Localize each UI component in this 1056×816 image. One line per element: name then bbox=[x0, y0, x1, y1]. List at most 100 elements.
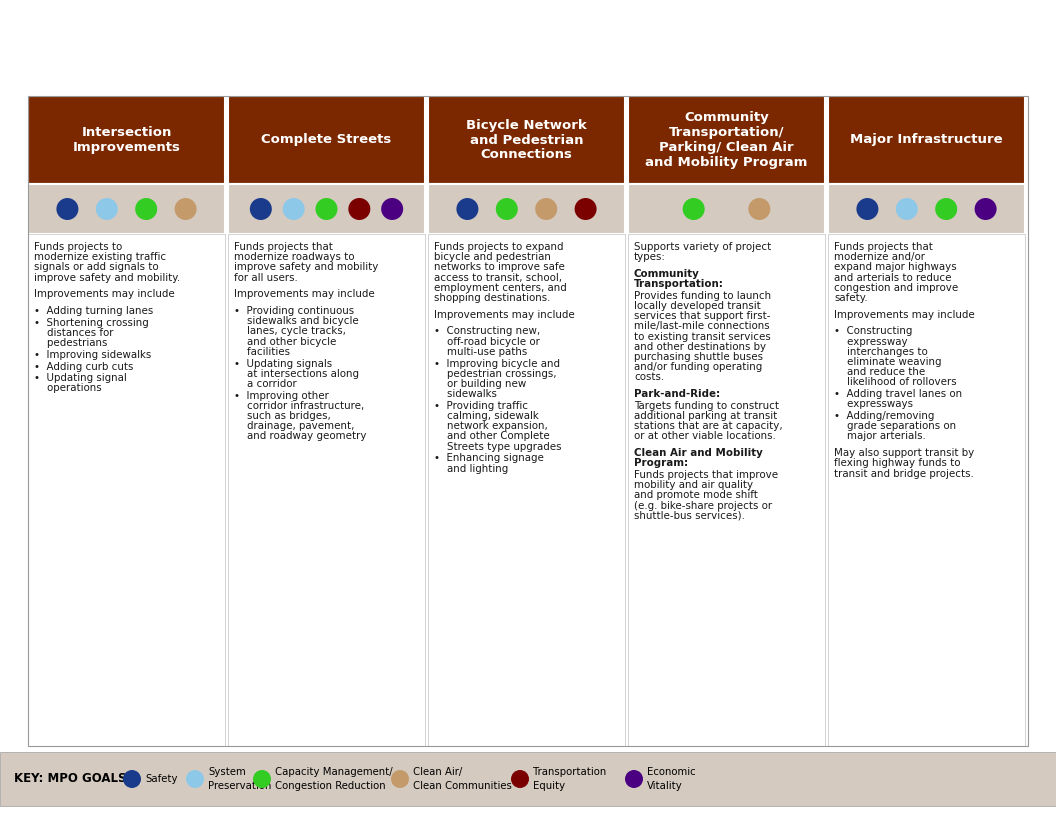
Text: expressways: expressways bbox=[834, 399, 913, 410]
Text: Intersection
Improvements: Intersection Improvements bbox=[73, 126, 181, 154]
Text: off-road bicycle or: off-road bicycle or bbox=[434, 337, 540, 347]
Text: distances for: distances for bbox=[34, 328, 113, 338]
Text: •  Updating signal: • Updating signal bbox=[34, 373, 127, 384]
Bar bbox=[29, 96, 1027, 746]
Text: sidewalks: sidewalks bbox=[434, 389, 497, 399]
Text: costs.: costs. bbox=[634, 372, 664, 383]
Text: mobility and air quality: mobility and air quality bbox=[634, 480, 753, 490]
Circle shape bbox=[250, 198, 271, 220]
Text: Funds projects that improve: Funds projects that improve bbox=[634, 470, 778, 480]
Circle shape bbox=[895, 198, 918, 220]
Text: Major Infrastructure: Major Infrastructure bbox=[850, 134, 1003, 147]
Bar bbox=[828, 184, 1025, 234]
Text: and reduce the: and reduce the bbox=[834, 367, 925, 377]
Circle shape bbox=[283, 198, 305, 220]
Text: facilities: facilities bbox=[234, 347, 290, 357]
Text: signals or add signals to: signals or add signals to bbox=[34, 263, 158, 273]
Text: and lighting: and lighting bbox=[434, 463, 508, 473]
Text: to existing transit services: to existing transit services bbox=[634, 331, 771, 342]
Circle shape bbox=[749, 198, 770, 220]
Text: •  Adding curb cuts: • Adding curb cuts bbox=[34, 361, 133, 371]
Text: major arterials.: major arterials. bbox=[834, 432, 926, 441]
Text: System: System bbox=[208, 767, 246, 777]
Text: Funds projects to: Funds projects to bbox=[34, 242, 122, 252]
Text: expand major highways: expand major highways bbox=[834, 263, 957, 273]
Circle shape bbox=[135, 198, 157, 220]
Bar bbox=[228, 184, 425, 234]
Text: Funds projects that: Funds projects that bbox=[834, 242, 932, 252]
Text: Improvements may include: Improvements may include bbox=[434, 310, 574, 320]
Text: Equity: Equity bbox=[533, 781, 565, 791]
Bar bbox=[428, 184, 625, 234]
Text: Congestion Reduction: Congestion Reduction bbox=[275, 781, 385, 791]
Text: Improvements may include: Improvements may include bbox=[234, 290, 375, 299]
Text: types:: types: bbox=[634, 252, 666, 262]
Text: locally developed transit: locally developed transit bbox=[634, 301, 760, 311]
Bar bbox=[628, 184, 825, 234]
Text: Clean Air and Mobility: Clean Air and Mobility bbox=[634, 448, 762, 458]
Bar bbox=[428, 96, 625, 184]
Text: Improvements may include: Improvements may include bbox=[834, 310, 975, 320]
Text: multi-use paths: multi-use paths bbox=[434, 347, 527, 357]
Text: networks to improve safe: networks to improve safe bbox=[434, 263, 565, 273]
Text: Clean Communities: Clean Communities bbox=[413, 781, 512, 791]
Text: lanes, cycle tracks,: lanes, cycle tracks, bbox=[234, 326, 346, 336]
Text: congestion and improve: congestion and improve bbox=[834, 283, 958, 293]
Text: •  Adding travel lanes on: • Adding travel lanes on bbox=[834, 389, 962, 399]
Text: Targets funding to construct: Targets funding to construct bbox=[634, 401, 779, 410]
Text: Funds projects to expand: Funds projects to expand bbox=[434, 242, 564, 252]
Text: and other Complete: and other Complete bbox=[434, 432, 550, 441]
Text: •  Adding/removing: • Adding/removing bbox=[834, 411, 935, 421]
Text: Complete Streets: Complete Streets bbox=[262, 134, 392, 147]
Text: modernize existing traffic: modernize existing traffic bbox=[34, 252, 166, 262]
Circle shape bbox=[511, 770, 529, 788]
Text: Safety: Safety bbox=[145, 774, 177, 784]
Text: shopping destinations.: shopping destinations. bbox=[434, 293, 550, 303]
Bar bbox=[29, 234, 225, 746]
Text: pedestrians: pedestrians bbox=[34, 338, 108, 348]
Circle shape bbox=[391, 770, 409, 788]
Text: additional parking at transit: additional parking at transit bbox=[634, 411, 777, 421]
Text: modernize and/or: modernize and/or bbox=[834, 252, 925, 262]
Text: •  Improving other: • Improving other bbox=[234, 391, 328, 401]
Text: such as bridges,: such as bridges, bbox=[234, 411, 331, 421]
Text: corridor infrastructure,: corridor infrastructure, bbox=[234, 401, 364, 410]
Text: Transportation: Transportation bbox=[533, 767, 606, 777]
Text: •  Constructing new,: • Constructing new, bbox=[434, 326, 540, 336]
Text: likelihood of rollovers: likelihood of rollovers bbox=[834, 378, 957, 388]
Circle shape bbox=[456, 198, 478, 220]
Bar bbox=[628, 234, 825, 746]
Text: KEY: MPO GOALS: KEY: MPO GOALS bbox=[14, 773, 127, 786]
Text: sidewalks and bicycle: sidewalks and bicycle bbox=[234, 317, 359, 326]
Text: stations that are at capacity,: stations that are at capacity, bbox=[634, 421, 782, 431]
Text: operations: operations bbox=[34, 384, 101, 393]
Text: calming, sidewalk: calming, sidewalk bbox=[434, 411, 539, 421]
Circle shape bbox=[122, 770, 142, 788]
Text: shuttle-bus services).: shuttle-bus services). bbox=[634, 511, 744, 521]
Circle shape bbox=[535, 198, 558, 220]
Text: May also support transit by: May also support transit by bbox=[834, 448, 975, 458]
Text: and promote mode shift: and promote mode shift bbox=[634, 490, 758, 500]
Text: grade separations on: grade separations on bbox=[834, 421, 956, 431]
Text: Program:: Program: bbox=[634, 459, 689, 468]
Text: drainage, pavement,: drainage, pavement, bbox=[234, 421, 355, 431]
Bar bbox=[228, 96, 425, 184]
Text: Funds projects that: Funds projects that bbox=[234, 242, 333, 252]
Text: transit and bridge projects.: transit and bridge projects. bbox=[834, 468, 974, 478]
Text: •  Updating signals: • Updating signals bbox=[234, 358, 333, 369]
Circle shape bbox=[574, 198, 597, 220]
Bar bbox=[228, 234, 425, 746]
Text: for all users.: for all users. bbox=[234, 273, 298, 282]
Text: Capacity Management/: Capacity Management/ bbox=[275, 767, 393, 777]
Circle shape bbox=[496, 198, 517, 220]
Text: Economic: Economic bbox=[647, 767, 696, 777]
Text: •  Adding turning lanes: • Adding turning lanes bbox=[34, 306, 153, 316]
Text: access to transit, school,: access to transit, school, bbox=[434, 273, 562, 282]
Text: and arterials to reduce: and arterials to reduce bbox=[834, 273, 951, 282]
Text: Bicycle Network
and Pedestrian
Connections: Bicycle Network and Pedestrian Connectio… bbox=[466, 118, 587, 162]
Circle shape bbox=[316, 198, 338, 220]
Text: Community: Community bbox=[634, 269, 700, 279]
Text: or at other viable locations.: or at other viable locations. bbox=[634, 432, 776, 441]
Text: Provides funding to launch: Provides funding to launch bbox=[634, 290, 771, 301]
Text: expressway: expressway bbox=[834, 337, 907, 347]
